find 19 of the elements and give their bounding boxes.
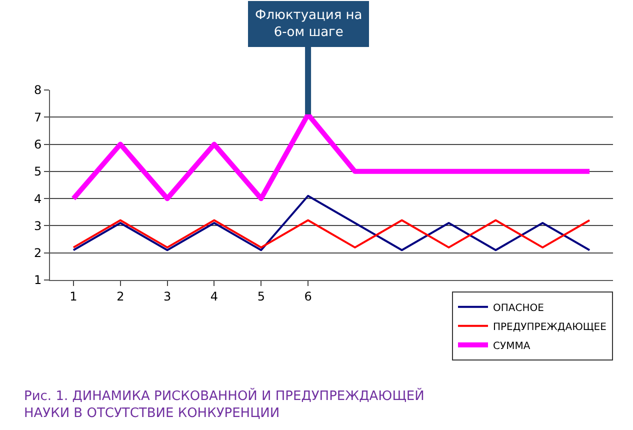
text: Рис. 1. ДИНАМИКА РИСКОВАННОЙ И ПРЕДУПРЕЖДАЮЩЕЙ НАУКИ В ОТСУТСТВИЕ КОНКУРЕНЦИИ: [24, 387, 424, 421]
y-tick-label: 5: [34, 164, 42, 179]
y-tick-label: 2: [34, 246, 42, 260]
x-tick-label: 2: [116, 289, 124, 304]
legend-label: ПРЕДУПРЕЖДАЮЩЕЕ: [493, 322, 606, 333]
legend-label: СУММА: [493, 340, 530, 352]
y-tick-label: 1: [34, 273, 42, 288]
legend-label: ОПАСНОЕ: [493, 302, 544, 314]
annotation: Флюктуация на 6-ом шаге: [255, 8, 362, 40]
y-tick-label: 3: [34, 218, 42, 233]
x-tick-label: 4: [210, 289, 218, 304]
y-tick-label: 6: [34, 137, 42, 152]
y-tick-label: 7: [34, 110, 42, 124]
x-tick-label: 5: [257, 289, 265, 304]
y-tick-label: 4: [34, 192, 42, 206]
x-tick-label: 6: [304, 289, 312, 304]
y-tick-label: 8: [34, 83, 42, 98]
x-tick-label: 1: [70, 289, 78, 304]
x-tick-label: 3: [163, 289, 172, 304]
